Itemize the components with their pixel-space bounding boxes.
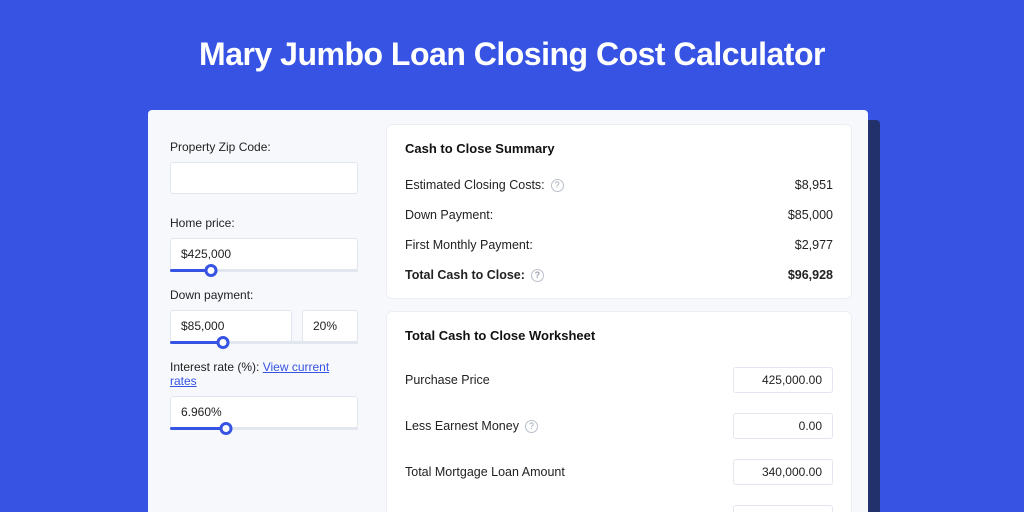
home-price-label: Home price: bbox=[170, 216, 358, 230]
interest-rate-label-text: Interest rate (%): bbox=[170, 360, 263, 374]
help-icon[interactable]: ? bbox=[531, 269, 544, 282]
interest-rate-label: Interest rate (%): View current rates bbox=[170, 360, 358, 388]
summary-row-value: $8,951 bbox=[795, 178, 833, 192]
home-price-input[interactable] bbox=[170, 238, 358, 270]
home-price-slider-thumb[interactable] bbox=[205, 264, 218, 277]
summary-row-label: Down Payment: bbox=[405, 208, 493, 222]
worksheet-row-label: Purchase Price bbox=[405, 373, 490, 387]
summary-total-label: Total Cash to Close: bbox=[405, 268, 525, 282]
summary-row: Estimated Closing Costs:? $8,951 bbox=[405, 170, 833, 200]
down-payment-input[interactable] bbox=[170, 310, 292, 342]
home-price-slider[interactable] bbox=[170, 269, 358, 272]
down-payment-slider-fill bbox=[170, 341, 223, 344]
summary-row: First Monthly Payment: $2,977 bbox=[405, 230, 833, 260]
cash-to-close-summary-panel: Cash to Close Summary Estimated Closing … bbox=[386, 124, 852, 299]
summary-row-value: $2,977 bbox=[795, 238, 833, 252]
inputs-column: Property Zip Code: Home price: Down paym… bbox=[148, 110, 380, 512]
calculator-card: Property Zip Code: Home price: Down paym… bbox=[148, 110, 868, 512]
summary-row-value: $85,000 bbox=[788, 208, 833, 222]
worksheet-row: Total Second Mortgage Amount bbox=[405, 495, 833, 512]
interest-rate-slider-thumb[interactable] bbox=[220, 422, 233, 435]
down-payment-label: Down payment: bbox=[170, 288, 358, 302]
interest-rate-input[interactable] bbox=[170, 396, 358, 428]
page-background: Mary Jumbo Loan Closing Cost Calculator … bbox=[0, 0, 1024, 512]
worksheet-row-value[interactable]: 425,000.00 bbox=[733, 367, 833, 393]
summary-row-label: First Monthly Payment: bbox=[405, 238, 533, 252]
down-payment-slider-thumb[interactable] bbox=[216, 336, 229, 349]
worksheet-row: Total Mortgage Loan Amount 340,000.00 bbox=[405, 449, 833, 495]
page-title: Mary Jumbo Loan Closing Cost Calculator bbox=[0, 0, 1024, 73]
help-icon[interactable]: ? bbox=[551, 179, 564, 192]
down-payment-pct-input[interactable] bbox=[302, 310, 358, 342]
summary-row: Down Payment: $85,000 bbox=[405, 200, 833, 230]
summary-heading: Cash to Close Summary bbox=[405, 141, 833, 156]
summary-total-value: $96,928 bbox=[788, 268, 833, 282]
worksheet-row-value[interactable] bbox=[733, 505, 833, 512]
interest-rate-slider-fill bbox=[170, 427, 226, 430]
summary-row-label: Estimated Closing Costs: bbox=[405, 178, 545, 192]
worksheet-heading: Total Cash to Close Worksheet bbox=[405, 328, 833, 343]
worksheet-row: Less Earnest Money? 0.00 bbox=[405, 403, 833, 449]
zip-label: Property Zip Code: bbox=[170, 140, 358, 154]
worksheet-row-label: Total Mortgage Loan Amount bbox=[405, 465, 565, 479]
worksheet-row-label: Less Earnest Money bbox=[405, 419, 519, 433]
worksheet-panel: Total Cash to Close Worksheet Purchase P… bbox=[386, 311, 852, 512]
down-payment-slider[interactable] bbox=[170, 341, 358, 344]
interest-rate-slider[interactable] bbox=[170, 427, 358, 430]
worksheet-row-value[interactable]: 340,000.00 bbox=[733, 459, 833, 485]
summary-total-row: Total Cash to Close: ? $96,928 bbox=[405, 260, 833, 290]
worksheet-row: Purchase Price 425,000.00 bbox=[405, 357, 833, 403]
help-icon[interactable]: ? bbox=[525, 420, 538, 433]
results-column: Cash to Close Summary Estimated Closing … bbox=[380, 110, 868, 512]
worksheet-row-value[interactable]: 0.00 bbox=[733, 413, 833, 439]
zip-input[interactable] bbox=[170, 162, 358, 194]
